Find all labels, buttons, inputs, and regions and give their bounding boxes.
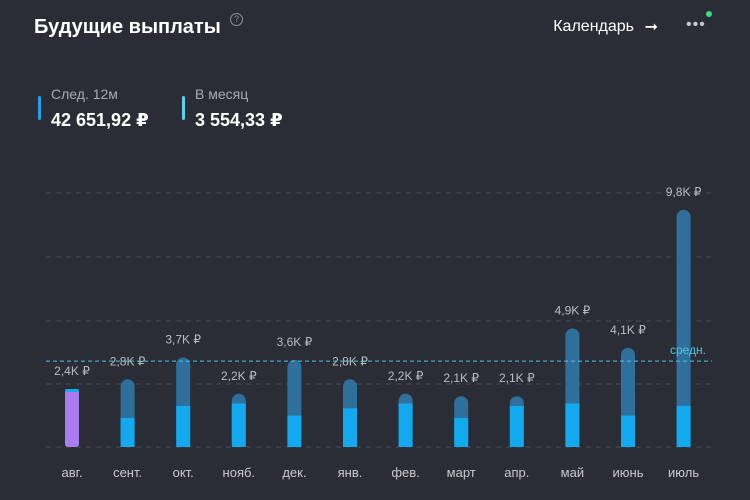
header: Будущие выплаты ? Календарь ➞ ••• xyxy=(34,11,716,44)
bar-base-7 xyxy=(454,417,469,447)
bar-base-5 xyxy=(343,408,357,447)
bar-value-label-3: 2,2K ₽ xyxy=(221,369,257,383)
more-options-button[interactable]: ••• xyxy=(682,11,712,37)
bar-value-label-9: 4,9K ₽ xyxy=(555,303,591,317)
stat-next-color-bar xyxy=(38,96,41,120)
bar-base-2 xyxy=(176,405,191,447)
bar-base-6 xyxy=(398,403,413,447)
x-tick-label-4: дек. xyxy=(282,465,306,480)
bar-value-label-2: 3,7K ₽ xyxy=(165,332,201,346)
stat-next-label: След. 12м xyxy=(51,86,118,102)
bar-value-label-8: 2,1K ₽ xyxy=(499,371,535,385)
bar-value-label-7: 2,1K ₽ xyxy=(443,371,479,385)
x-tick-label-2: окт. xyxy=(173,465,194,480)
arrow-right-icon[interactable]: ➞ xyxy=(644,19,658,36)
bar-base-4 xyxy=(287,415,302,447)
x-tick-label-0: авг. xyxy=(62,465,83,480)
x-tick-label-6: фев. xyxy=(391,465,419,480)
stat-month-label: В месяц xyxy=(195,86,249,102)
bar-value-label-10: 4,1K ₽ xyxy=(610,323,646,337)
x-tick-label-10: июнь xyxy=(613,465,644,480)
x-tick-label-3: нояб. xyxy=(223,465,256,480)
bar-value-label-4: 3,6K ₽ xyxy=(277,335,313,349)
bar-base-8 xyxy=(509,405,524,447)
stat-month-color-bar xyxy=(182,96,185,120)
bar-base-10 xyxy=(621,415,635,447)
bar-base-1 xyxy=(120,417,135,447)
bar-base-9 xyxy=(565,403,580,447)
bar-value-label-11: 9,8K ₽ xyxy=(666,185,702,199)
x-tick-label-5: янв. xyxy=(338,465,363,480)
bar-value-label-6: 2,2K ₽ xyxy=(388,369,424,383)
bar-current-cap-0 xyxy=(65,388,79,392)
bar-value-label-1: 2,8K ₽ xyxy=(110,354,146,368)
page-title: Будущие выплаты xyxy=(34,16,221,38)
x-tick-label-1: сент. xyxy=(113,465,142,480)
x-tick-label-11: июль xyxy=(668,465,699,480)
stat-month-value: 3 554,33 ₽ xyxy=(195,110,283,130)
bar-base-3 xyxy=(231,403,246,447)
bar-total-11 xyxy=(676,209,691,447)
x-tick-label-8: апр. xyxy=(504,465,529,480)
help-icon[interactable]: ? xyxy=(230,13,243,26)
bar-current-0 xyxy=(65,388,79,447)
calendar-link[interactable]: Календарь xyxy=(553,18,634,35)
x-tick-label-9: май xyxy=(561,465,584,480)
x-tick-label-7: март xyxy=(447,465,476,480)
stat-next-value: 42 651,92 ₽ xyxy=(51,110,149,130)
notification-dot xyxy=(706,11,712,17)
bar-base-11 xyxy=(676,405,691,447)
average-label: средн. xyxy=(670,343,706,357)
bar-value-label-0: 2,4K ₽ xyxy=(54,364,90,378)
